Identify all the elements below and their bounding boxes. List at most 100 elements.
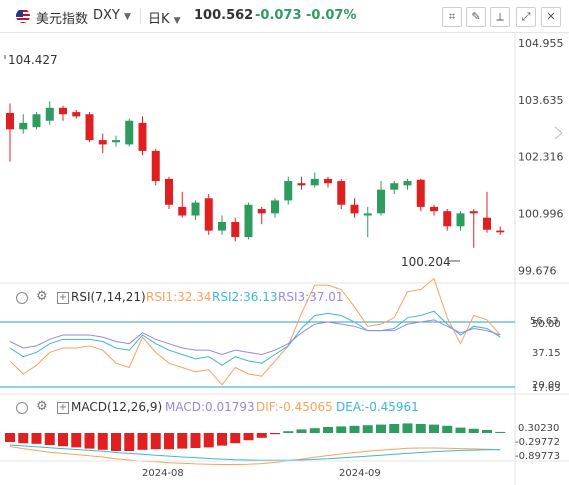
interval-label: 日K <box>148 12 170 27</box>
rsi-expand-icon[interactable]: + <box>57 292 69 304</box>
rsi2-value: RSI2:36.13 <box>212 290 278 304</box>
scroll-hint-arrow <box>554 132 563 140</box>
macd-series <box>5 423 506 465</box>
macd-histogram-bar <box>468 428 479 433</box>
macd-histogram-bar <box>442 425 453 433</box>
macd-axis-label: 0.30230 <box>518 423 559 434</box>
high-annotation: 104.427 <box>8 53 58 67</box>
candle-body <box>443 211 452 227</box>
candle-body <box>231 221 240 238</box>
macd-axis-label: -0.89773 <box>515 451 560 462</box>
rsi3-line <box>9 319 501 356</box>
wrench-icon: ✕ <box>546 10 556 23</box>
macd-histogram-bar <box>455 427 466 433</box>
candle-body <box>350 204 359 214</box>
candle-body <box>59 107 67 115</box>
rsi-axis-label: 37.15 <box>532 348 561 359</box>
rsi2-line <box>9 310 501 366</box>
us-flag-icon <box>16 9 30 23</box>
macd-histogram-bar <box>349 425 360 433</box>
candle-body <box>151 150 160 182</box>
macd-histogram-bar <box>150 433 161 450</box>
candle-body <box>45 107 54 121</box>
macd-histogram-bar <box>71 433 82 448</box>
candle-body <box>469 211 478 214</box>
macd-histogram-bar <box>415 424 426 433</box>
pen-button[interactable]: ✎ <box>466 7 486 27</box>
macd-expand-icon[interactable]: + <box>57 402 69 414</box>
settings-button[interactable]: ✕ <box>541 7 561 27</box>
rsi-title: RSI(7,14,21) <box>71 290 146 304</box>
chevron-down-icon: ▼ <box>173 16 181 26</box>
rsi-settings-icon[interactable]: ⚙ <box>36 289 48 304</box>
rsi-axis-label: 56.63 <box>530 316 559 327</box>
macd-histogram-bar <box>137 433 148 450</box>
ruler-button[interactable]: ⟂ <box>490 7 510 27</box>
macd-histogram-bar <box>111 433 121 451</box>
rsi1-value: RSI1:32.34 <box>146 290 212 304</box>
chevron-down-icon: ▼ <box>124 12 131 22</box>
last-price: 100.562 <box>194 8 254 23</box>
macd-title: MACD(12,26,9) <box>71 400 163 414</box>
macd-histogram-bar <box>283 431 294 433</box>
candle-body <box>483 217 491 230</box>
candle-body <box>32 114 41 128</box>
macd-visibility-icon[interactable] <box>16 402 28 414</box>
candle-body <box>390 183 399 190</box>
macd-settings-icon[interactable]: ⚙ <box>36 399 48 414</box>
macd-histogram-bar <box>5 433 15 442</box>
macd-histogram-bar <box>203 433 214 448</box>
candle-body <box>244 204 253 238</box>
symbol-selector[interactable]: DXY ▼ <box>93 8 131 23</box>
macd-histogram-bar <box>84 433 95 449</box>
candle-body <box>257 209 266 214</box>
candle-body <box>324 178 332 184</box>
candle-body <box>337 181 346 205</box>
dea-value: DEA:-0.45961 <box>336 400 419 414</box>
candle-body <box>416 179 425 207</box>
fullscreen-button[interactable]: ⤢ <box>516 7 536 27</box>
macd-histogram-bar <box>309 428 320 433</box>
macd-histogram-bar <box>124 433 135 451</box>
interval-selector[interactable]: 日K ▼ <box>148 8 181 27</box>
candle-body <box>430 206 438 212</box>
rsi-visibility-icon[interactable] <box>16 292 28 304</box>
candle-body <box>19 122 28 130</box>
candle-body <box>6 112 14 130</box>
candle-body <box>403 181 412 186</box>
macd-value: MACD:0.01793 <box>165 400 255 414</box>
expand-icon: ⤢ <box>521 10 531 23</box>
price-axis-label: 100.996 <box>518 208 564 221</box>
chart-canvas[interactable]: 104.955 103.635 102.316 100.996 99.676 104.4… <box>0 33 569 485</box>
candle-body <box>377 189 385 214</box>
macd-histogram-bar <box>58 433 68 447</box>
macd-histogram-bar <box>323 427 333 433</box>
macd-histogram-bar <box>270 433 280 435</box>
price-axis: 104.955 103.635 102.316 100.996 99.676 <box>518 37 564 277</box>
price-axis-label: 102.316 <box>518 151 564 164</box>
dif-value: DIF:-0.45065 <box>256 400 333 414</box>
candle-body <box>310 178 319 186</box>
candle-body <box>271 200 279 214</box>
macd-histogram-bar <box>495 431 506 433</box>
macd-histogram-bar <box>429 424 439 433</box>
macd-histogram-bar <box>256 433 267 438</box>
rsi1-line <box>9 277 501 386</box>
candle-body <box>178 206 187 216</box>
macd-histogram-bar <box>230 433 241 444</box>
macd-histogram-bar <box>31 433 42 444</box>
macd-histogram-bar <box>296 429 307 433</box>
candle-body <box>138 122 147 151</box>
macd-histogram-bar <box>217 433 227 446</box>
macd-histogram-bar <box>44 433 55 445</box>
candle-body <box>284 181 293 201</box>
macd-axis-label: -0.29772 <box>515 437 560 448</box>
draw-tools-button[interactable]: ⌗ <box>442 7 462 27</box>
macd-histogram-bar <box>389 424 400 433</box>
rsi-axis-label: 17.63 <box>532 383 561 394</box>
x-axis-label: 2024-09 <box>339 468 381 479</box>
candlestick-series <box>6 101 505 248</box>
macd-histogram-bar <box>243 433 254 441</box>
candle-body <box>363 213 372 216</box>
price-change-percent: -0.07% <box>306 8 357 23</box>
